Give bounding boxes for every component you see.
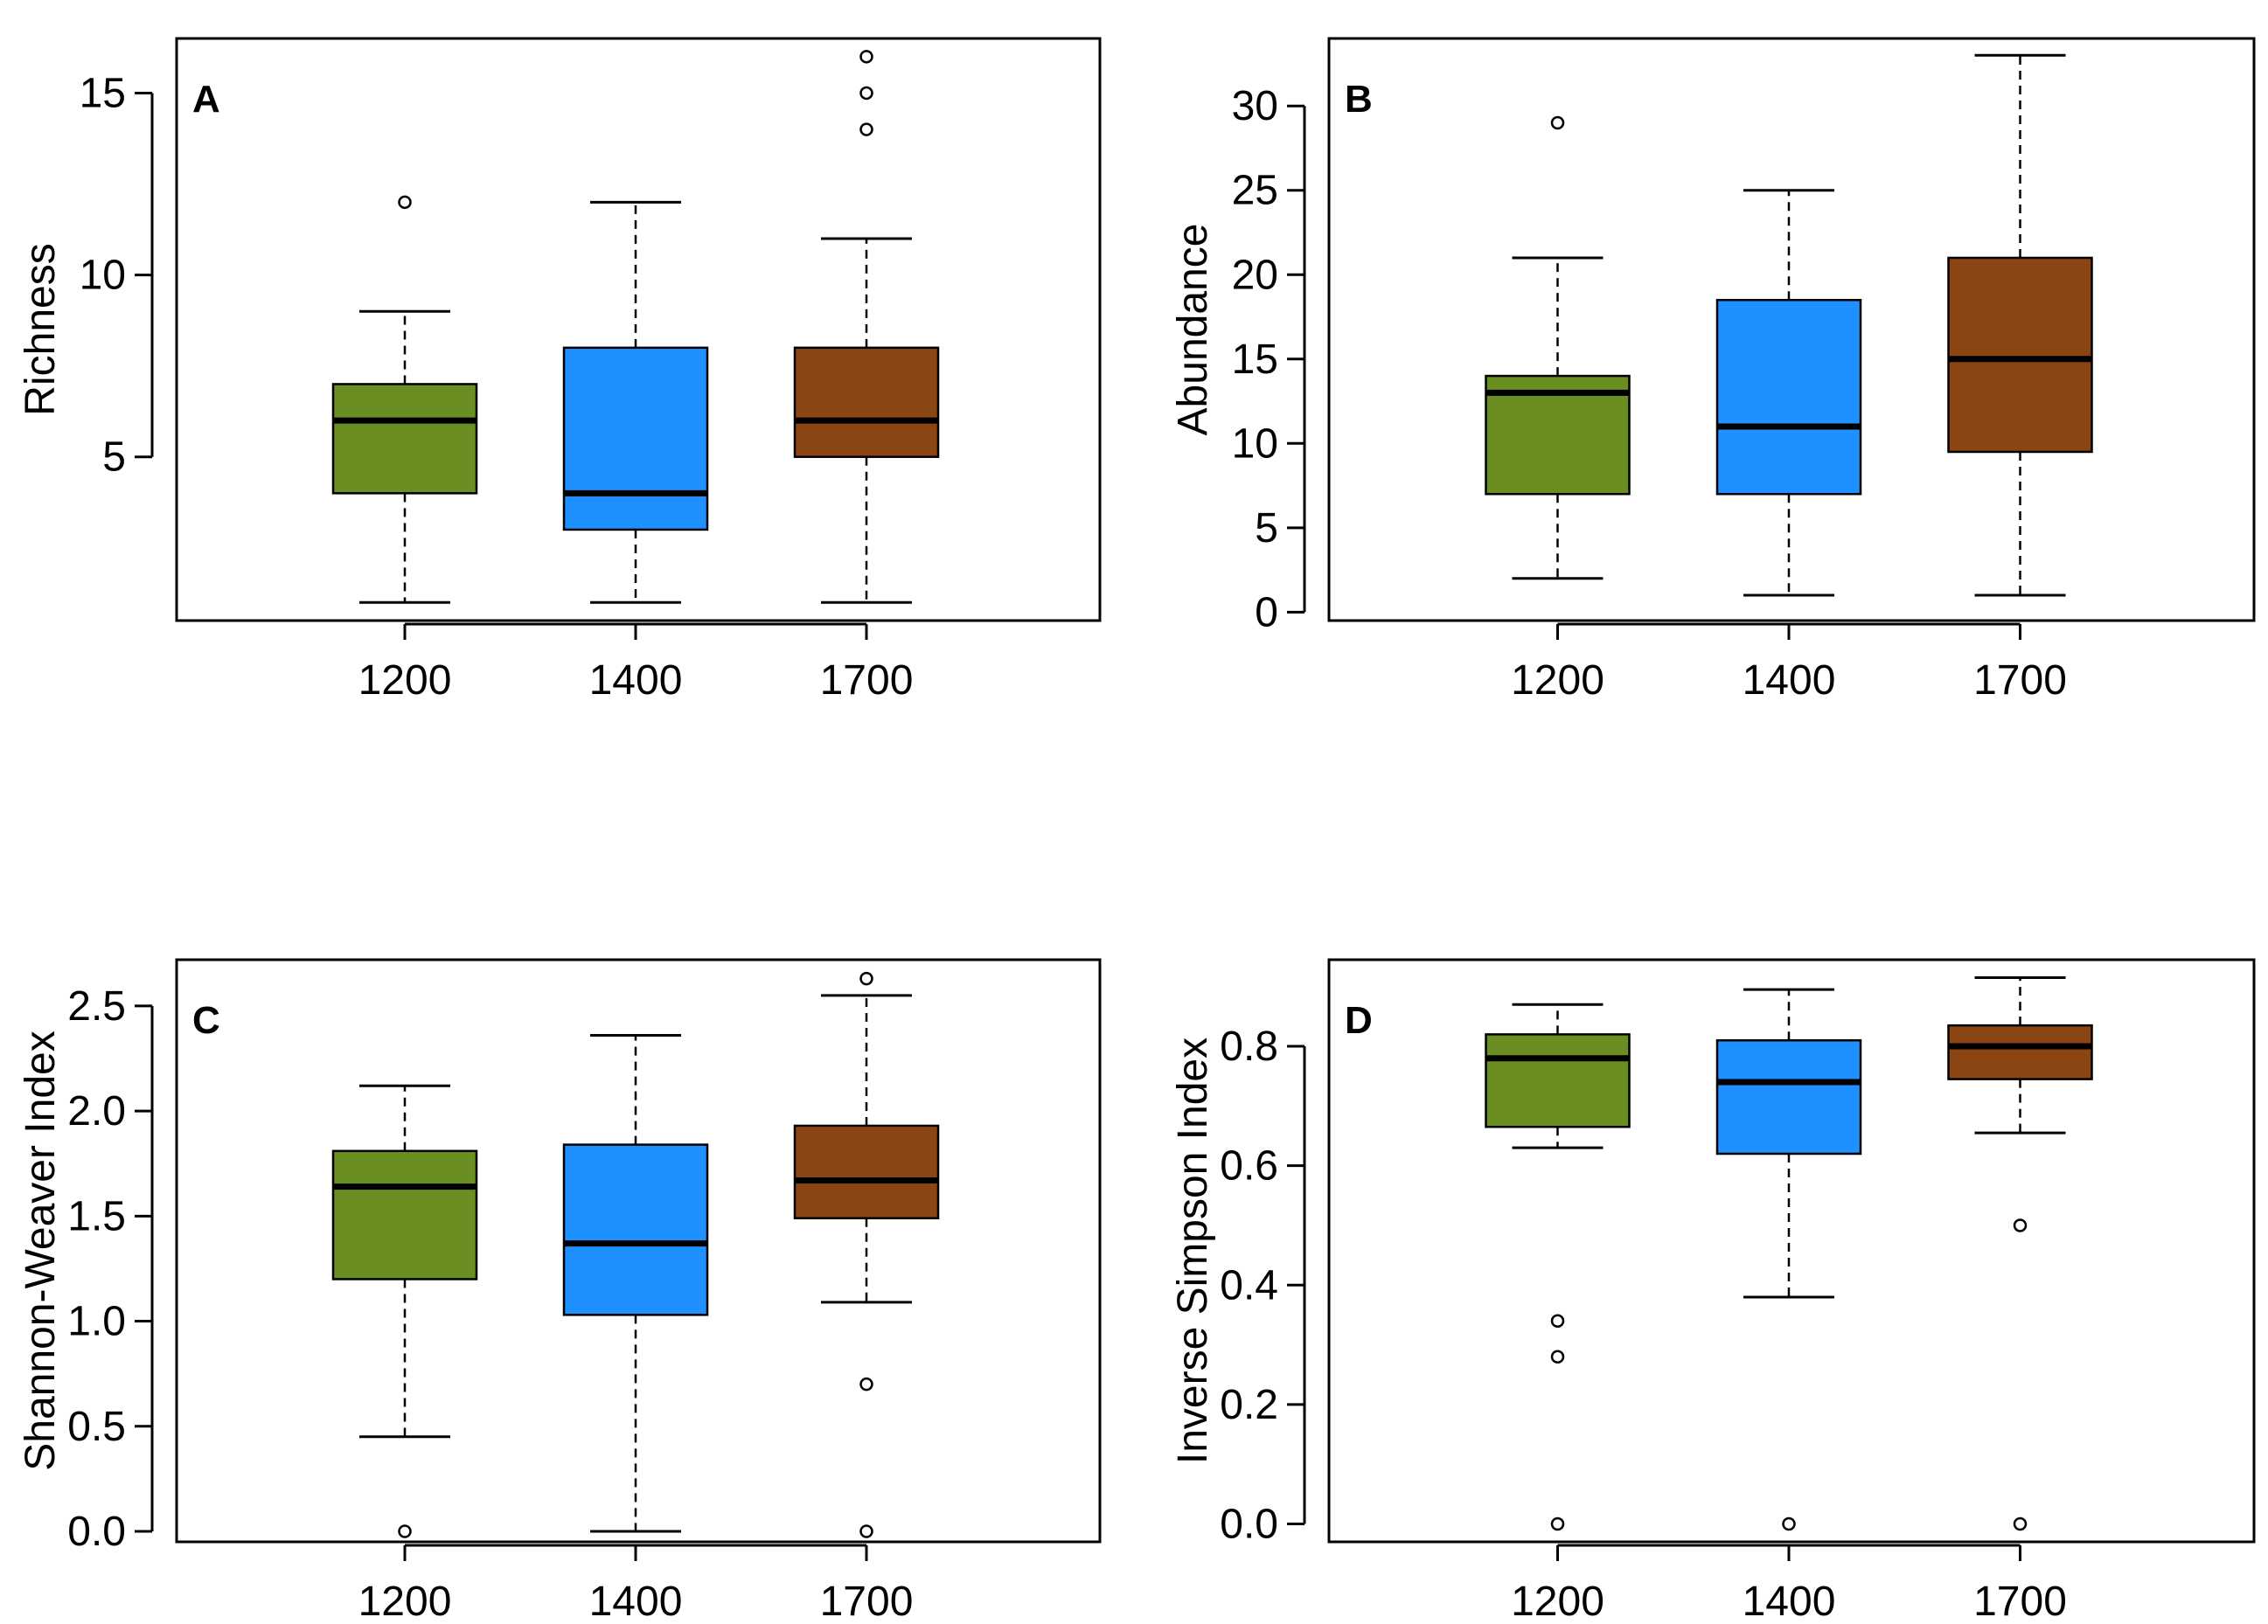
box-1400: [1715, 988, 1862, 1531]
outlier-point: [1782, 1516, 1796, 1531]
y-axis-title: Richness: [17, 243, 64, 415]
box-1200: [331, 195, 478, 604]
outlier-point: [859, 50, 873, 64]
outlier-point: [2013, 1516, 2028, 1531]
outlier-point: [859, 86, 873, 101]
y-tick-label: 20: [1232, 252, 1278, 298]
iqr-box: [1715, 1038, 1862, 1156]
iqr-box: [331, 383, 478, 495]
y-tick-label: 25: [1232, 168, 1278, 214]
outlier-point: [1550, 115, 1565, 130]
iqr-box: [1947, 256, 2093, 454]
box-1700: [1947, 975, 2093, 1531]
y-tick-label: 2.0: [67, 1088, 126, 1135]
box-1700: [1947, 53, 2093, 597]
panel-d: 0.0 0.2 0.4 0.6 0.8 1200 1400 1700 Inverse Simps…: [1170, 958, 2256, 1624]
y-tick-label: 5: [1255, 505, 1278, 552]
outlier-point: [1550, 1516, 1565, 1531]
y-axis-title: Shannon-Weaver Index: [17, 1031, 64, 1470]
x-tick-label: 1200: [1511, 657, 1604, 704]
x-tick-label: 1400: [589, 1579, 683, 1624]
plot-frame: [1327, 958, 2256, 1544]
panel-label: C: [192, 999, 220, 1042]
y-tick-label: 0.0: [1220, 1502, 1278, 1548]
y-axis-title: Abundance: [1170, 224, 1216, 436]
box-1400: [1715, 189, 1862, 597]
x-tick-label: 1400: [1743, 1579, 1836, 1624]
y-tick-label: 0.4: [1220, 1262, 1278, 1308]
panel-label: D: [1345, 999, 1373, 1042]
box-1400: [562, 1034, 709, 1533]
y-tick-label: 15: [80, 70, 126, 116]
x-tick-label: 1700: [1973, 657, 2067, 704]
y-tick-label: 30: [1232, 83, 1278, 129]
iqr-box: [562, 1143, 709, 1316]
box-1200: [331, 1084, 478, 1538]
outlier-point: [859, 1377, 873, 1392]
x-tick-label: 1700: [820, 657, 914, 704]
y-tick-label: 0: [1255, 589, 1278, 635]
y-tick-label: 1.5: [67, 1193, 126, 1239]
outlier-point: [398, 195, 412, 210]
y-tick-label: 0.2: [1220, 1382, 1278, 1428]
outlier-point: [1550, 1314, 1565, 1329]
x-tick-label: 1400: [1743, 657, 1836, 704]
plot-frame: [1327, 37, 2256, 622]
y-tick-label: 0.0: [67, 1509, 126, 1555]
x-tick-label: 1200: [358, 1579, 452, 1624]
x-tick-label: 1200: [1511, 1579, 1604, 1624]
outlier-point: [859, 122, 873, 136]
iqr-box: [793, 1124, 940, 1219]
y-tick-label: 0.6: [1220, 1143, 1278, 1190]
y-tick-label: 10: [1232, 420, 1278, 467]
box-1700: [793, 50, 940, 604]
iqr-box: [1715, 298, 1862, 496]
x-tick-label: 1400: [589, 657, 683, 704]
panel-label: A: [192, 78, 220, 121]
iqr-box: [331, 1149, 478, 1280]
panel-label: B: [1345, 78, 1373, 121]
plot-frame: [175, 37, 1102, 622]
x-tick-label: 1700: [820, 1579, 914, 1624]
y-tick-label: 10: [80, 253, 126, 299]
x-tick-label: 1700: [1973, 1579, 2067, 1624]
box-1200: [1485, 115, 1631, 580]
y-tick-label: 2.5: [67, 983, 126, 1030]
plot-frame: [175, 958, 1102, 1544]
iqr-box: [1485, 1033, 1631, 1128]
box-1200: [1485, 1003, 1631, 1531]
outlier-point: [859, 1524, 873, 1538]
outlier-point: [398, 1524, 412, 1538]
box-1700: [793, 971, 940, 1538]
panel-c: 0.0 0.5 1.0 1.5 2.0 2.5 1200 1400 1700 Shannon-We…: [17, 958, 1102, 1624]
y-tick-label: 5: [102, 434, 126, 481]
iqr-box: [793, 346, 940, 458]
outlier-point: [859, 971, 873, 986]
panel-a: 5 10 15 1200 1400 1700 Richness A: [17, 37, 1102, 704]
iqr-box: [1947, 1024, 2093, 1080]
iqr-box: [562, 346, 709, 531]
outlier-point: [2013, 1218, 2028, 1232]
y-tick-label: 1.0: [67, 1299, 126, 1345]
box-1400: [562, 200, 709, 604]
panel-b: 0 5 10 15 20 25 30 1200 1400 1700 Abundance B: [1170, 37, 2256, 704]
outlier-point: [1550, 1350, 1565, 1364]
x-tick-label: 1200: [358, 657, 452, 704]
y-tick-label: 0.5: [67, 1404, 126, 1450]
y-tick-label: 0.8: [1220, 1024, 1278, 1070]
y-axis-title: Inverse Simpson Index: [1170, 1038, 1216, 1464]
y-tick-label: 15: [1232, 337, 1278, 383]
